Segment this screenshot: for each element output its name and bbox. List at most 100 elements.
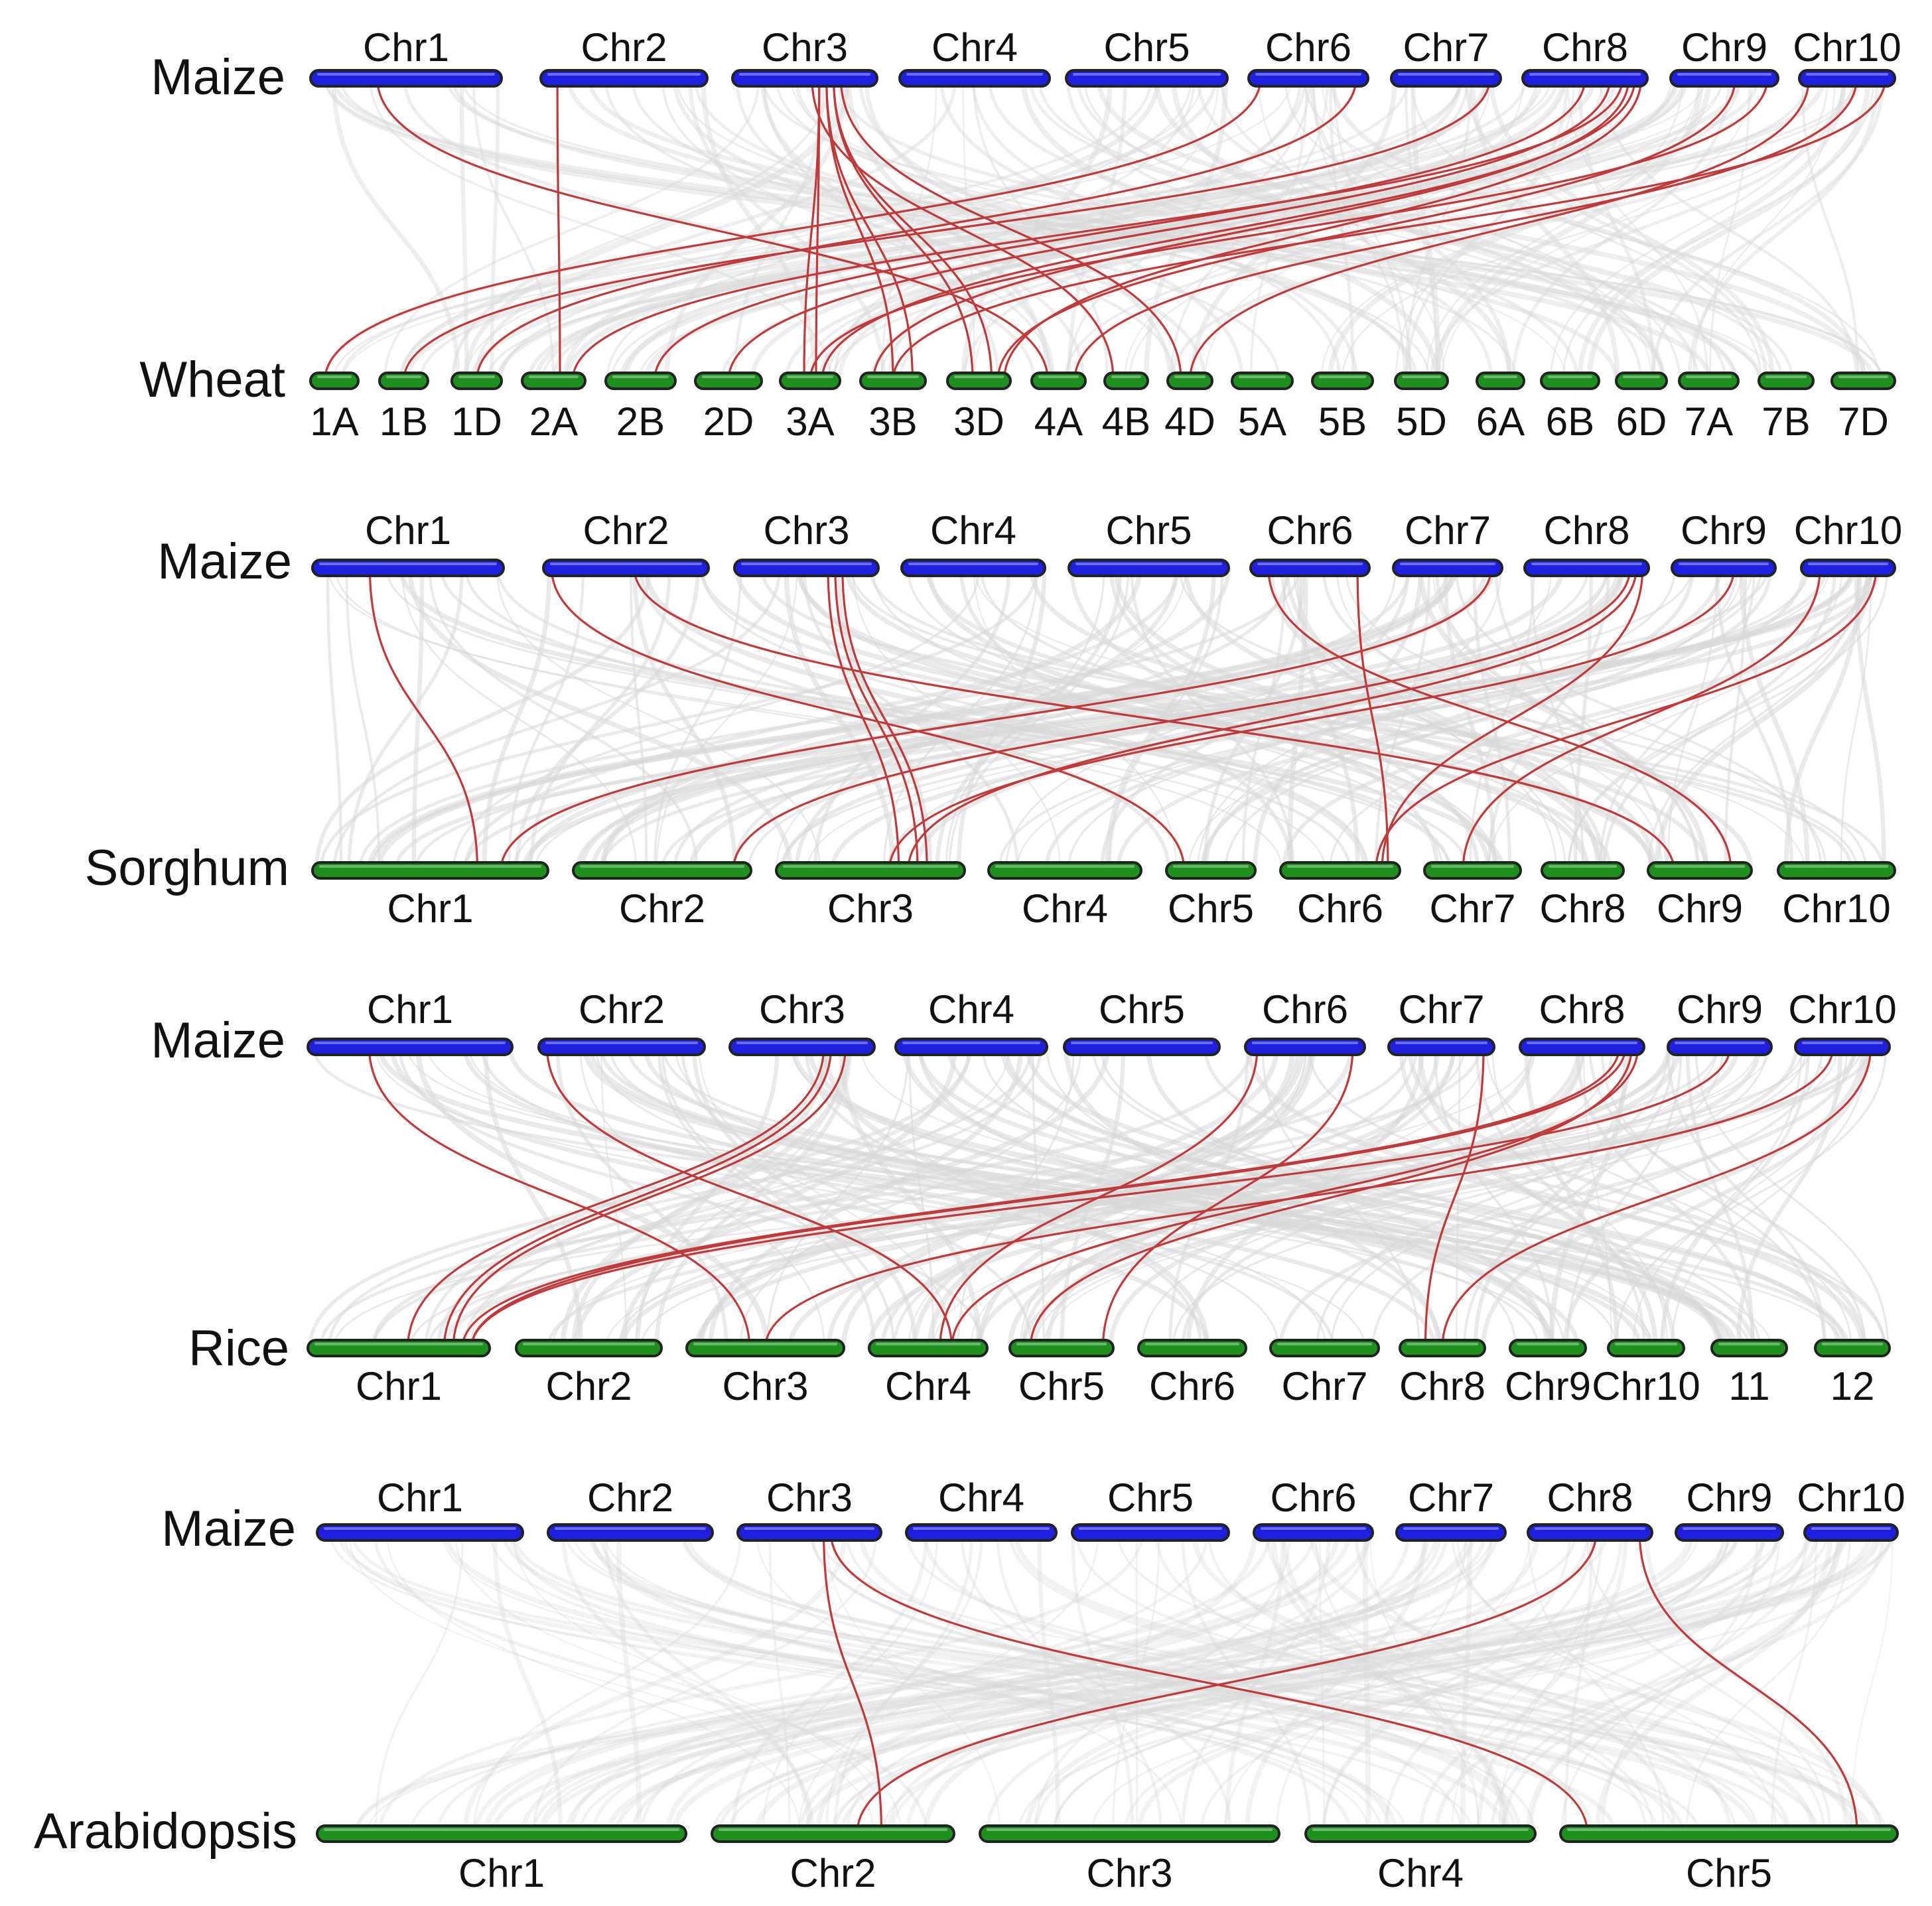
panel-rice-maize-Chr10-label: Chr10 <box>1788 987 1896 1032</box>
panel-sorghum-Chr6-bar <box>1279 861 1401 880</box>
panel-arabidopsis-bg-link <box>1112 1532 1160 1834</box>
panel-wheat-7A-label: 7A <box>1685 399 1733 444</box>
panel-wheat-bg-link <box>1651 78 1885 381</box>
panel-arabidopsis-bg-link <box>815 1532 1258 1834</box>
panel-sorghum-bg-link <box>482 567 552 871</box>
panel-sorghum-bg-link <box>732 567 1290 871</box>
panel-sorghum-Chr8-bar-shine <box>1549 865 1617 868</box>
panel-arabidopsis-bg-link <box>1180 1532 1331 1834</box>
panel-sorghum-bg-link <box>1434 567 1700 871</box>
panel-wheat-1B-bar-shine <box>386 375 421 378</box>
panel-sorghum-maize-Chr9-label: Chr9 <box>1681 508 1767 553</box>
panel-arabidopsis-maize-Chr4-label: Chr4 <box>938 1475 1024 1520</box>
panel-sorghum-maize-Chr6-bar-shine <box>1257 563 1363 565</box>
panel-wheat-link-Chr9-3A <box>809 78 1769 381</box>
panel-sorghum-Chr5-bar-shine <box>1173 865 1249 868</box>
panel-arabidopsis-bg-link <box>348 1532 874 1834</box>
panel-wheat-6A-bar <box>1476 372 1525 390</box>
panel-arabidopsis-bg-link <box>409 1532 1494 1834</box>
panel-wheat-bg-link <box>452 78 845 381</box>
panel-arabidopsis-bg-link <box>442 1532 1370 1834</box>
panel-arabidopsis-bg-link <box>1501 1532 1840 1834</box>
panel-rice-link-Chr1-Chr3 <box>368 1046 751 1349</box>
panel-arabidopsis-bg-link <box>1644 1532 1848 1834</box>
panel-wheat-bg-link <box>961 78 1470 381</box>
panel-arabidopsis-bg-link <box>484 1532 1371 1834</box>
panel-arabidopsis-bg-link <box>819 1532 1887 1834</box>
panel-rice-Chr10-bar <box>1607 1339 1685 1357</box>
panel-wheat-bg-link <box>623 78 1488 381</box>
panel-rice-link-Chr10-Chr8 <box>1441 1046 1872 1349</box>
panel-rice-bg-link <box>674 1046 1327 1349</box>
panel-wheat-bg-link <box>1328 78 1355 381</box>
panel-wheat-bg-link <box>562 78 1160 381</box>
panel-wheat-bg-link <box>972 78 1109 381</box>
panel-wheat-bg-link <box>1171 78 1513 381</box>
panel-wheat-bg-link <box>762 78 1000 381</box>
panel-arabidopsis-maize-Chr6-label: Chr6 <box>1270 1475 1356 1520</box>
panel-arabidopsis-bg-link <box>797 1532 1099 1834</box>
panel-sorghum-Chr4-bar <box>987 861 1142 880</box>
panel-rice-bg-link <box>861 1046 1652 1349</box>
panel-wheat-link-Chr3-3B <box>825 78 914 381</box>
panel-sorghum-maize-Chr5-bar-shine <box>1075 563 1222 565</box>
panel-wheat-bg-link <box>1429 78 1847 381</box>
panel-arabidopsis-bg-link <box>825 1532 983 1834</box>
panel-wheat-link-Chr3-4D <box>839 78 1182 381</box>
panel-wheat-top-species: Maize <box>151 49 285 105</box>
panel-sorghum-bg-link <box>1100 567 1411 871</box>
panel-arabidopsis-bg-link <box>513 1532 886 1834</box>
panel-arabidopsis-Chr4-bar-shine <box>1312 1828 1529 1831</box>
panel-wheat-maize-Chr2-label: Chr2 <box>581 25 667 70</box>
panel-wheat-maize-Chr1-bar <box>309 69 503 88</box>
panel-arabidopsis-maize-Chr8-bar-shine <box>1535 1527 1645 1530</box>
panel-rice-12-bar <box>1814 1339 1891 1357</box>
panel-sorghum-bg-link <box>1598 567 1756 871</box>
panel-wheat-bg-link <box>631 78 1280 381</box>
panel-arabidopsis-bg-link <box>665 1532 1340 1834</box>
panel-arabidopsis-maize-Chr3-bar-shine <box>744 1527 874 1530</box>
panel-sorghum-Chr1-label: Chr1 <box>387 886 473 931</box>
panel-arabidopsis-bg-link <box>491 1532 1849 1834</box>
panel-wheat-5A-bar <box>1231 372 1294 390</box>
panel-wheat-link-Chr10-4D <box>1188 78 1810 381</box>
panel-arabidopsis-bg-link <box>329 1532 1474 1834</box>
panel-wheat-bg-link <box>1258 78 1446 381</box>
panel-wheat-bg-link <box>1511 78 1731 381</box>
panel-wheat-6B-bar-shine <box>1548 375 1592 378</box>
panel-wheat-maize-Chr5-bar-shine <box>1073 73 1221 76</box>
panel-arabidopsis-bg-link <box>1685 1532 1852 1834</box>
panel-wheat-bg-link <box>1064 78 1741 381</box>
panel-arabidopsis-bg-link <box>373 1532 928 1834</box>
panel-arabidopsis-bg-link <box>1052 1532 1731 1834</box>
panel-rice-bg-link <box>327 1046 1033 1349</box>
panel-sorghum-bg-link <box>830 567 1881 871</box>
panel-wheat-bg-link <box>587 78 1738 381</box>
panel-sorghum-maize-Chr9-bar <box>1671 559 1777 577</box>
panel-wheat-bg-link <box>618 78 1687 381</box>
panel-sorghum-maize-Chr7-label: Chr7 <box>1405 508 1491 553</box>
panel-wheat-bg-link <box>939 78 1359 381</box>
panel-rice-bg-link <box>1566 1046 1683 1349</box>
panel-arabidopsis-bg-link <box>905 1532 1760 1834</box>
panel-arabidopsis-bg-link <box>564 1532 1872 1834</box>
panel-arabidopsis-bg-link <box>802 1532 1873 1834</box>
panel-wheat-maize-Chr1-label: Chr1 <box>363 25 449 70</box>
panel-rice-maize-Chr1-bar-shine <box>314 1042 506 1044</box>
panel-arabidopsis-Chr4-bar <box>1304 1824 1537 1843</box>
panel-arabidopsis-maize-Chr4-bar-shine <box>913 1527 1050 1530</box>
panel-wheat-7B-bar-shine <box>1765 375 1807 378</box>
panel-wheat-2D-bar-shine <box>702 375 755 378</box>
panel-wheat-6D-bar <box>1615 372 1668 390</box>
panel-rice-Chr2-bar-shine <box>523 1343 655 1345</box>
panel-rice-maize-Chr5-label: Chr5 <box>1099 987 1185 1032</box>
panel-wheat-maize-Chr5-label: Chr5 <box>1103 25 1190 70</box>
panel-wheat-bg-link <box>1404 78 1438 381</box>
panel-rice-maize-Chr9-bar-shine <box>1675 1042 1765 1044</box>
panel-wheat-bg-link <box>1425 78 1684 381</box>
panel-wheat-bg-link <box>1066 78 1311 381</box>
panel-sorghum-Chr1-bar <box>311 861 549 880</box>
panel-rice-maize-Chr1-label: Chr1 <box>367 987 453 1032</box>
panel-arabidopsis-bg-link <box>630 1532 1487 1834</box>
panel-wheat-bg-link <box>644 78 1826 381</box>
